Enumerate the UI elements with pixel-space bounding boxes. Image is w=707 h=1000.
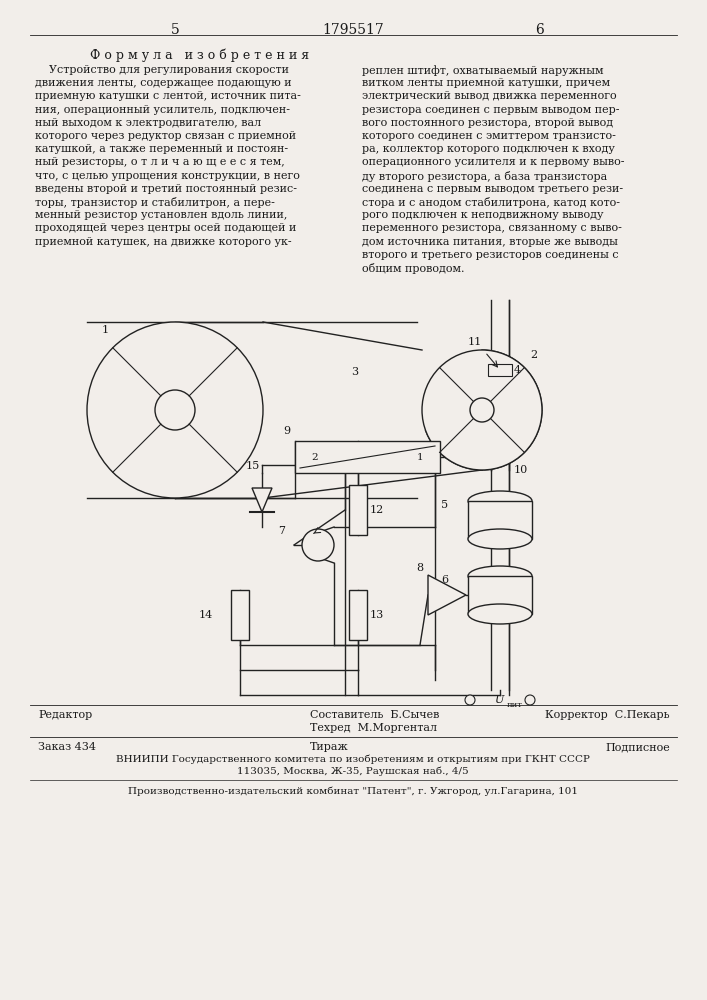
Text: Производственно-издательский комбинат "Патент", г. Ужгород, ул.Гагарина, 101: Производственно-издательский комбинат "П… (128, 786, 578, 796)
Text: приемной катушек, на движке которого ук-: приемной катушек, на движке которого ук- (35, 237, 291, 247)
Text: 14: 14 (199, 610, 213, 620)
Text: которого соединен с эмиттером транзисто-: которого соединен с эмиттером транзисто- (362, 131, 616, 141)
Text: 4: 4 (514, 365, 521, 375)
Text: 7: 7 (279, 526, 286, 536)
Polygon shape (428, 575, 466, 615)
Text: ный резисторы, о т л и ч а ю щ е е с я тем,: ный резисторы, о т л и ч а ю щ е е с я т… (35, 157, 285, 167)
Ellipse shape (468, 566, 532, 586)
Text: 1795517: 1795517 (322, 23, 384, 37)
Text: приемную катушки с лентой, источник пита-: приемную катушки с лентой, источник пита… (35, 91, 301, 101)
Text: 3: 3 (351, 367, 358, 377)
Ellipse shape (525, 695, 535, 705)
Text: рого подключен к неподвижному выводу: рого подключен к неподвижному выводу (362, 210, 604, 220)
Text: менный резистор установлен вдоль линии,: менный резистор установлен вдоль линии, (35, 210, 287, 220)
Text: ный выходом к электродвигателю, вал: ный выходом к электродвигателю, вал (35, 118, 261, 128)
Text: ду второго резистора, а база транзистора: ду второго резистора, а база транзистора (362, 171, 607, 182)
Text: 5: 5 (441, 500, 448, 510)
Ellipse shape (468, 529, 532, 549)
Text: 5: 5 (170, 23, 180, 37)
Text: реплен штифт, охватываемый наружным: реплен штифт, охватываемый наружным (362, 65, 604, 76)
Text: Техред  М.Моргентал: Техред М.Моргентал (310, 723, 437, 733)
Text: 113035, Москва, Ж-35, Раушская наб., 4/5: 113035, Москва, Ж-35, Раушская наб., 4/5 (237, 767, 469, 776)
Ellipse shape (422, 350, 542, 470)
Text: движения ленты, содержащее подающую и: движения ленты, содержащее подающую и (35, 78, 291, 88)
Text: 1: 1 (416, 452, 423, 462)
Text: ра, коллектор которого подключен к входу: ра, коллектор которого подключен к входу (362, 144, 615, 154)
Text: Ф о р м у л а   и з о б р е т е н и я: Ф о р м у л а и з о б р е т е н и я (90, 48, 309, 62)
Ellipse shape (87, 322, 263, 498)
Text: что, с целью упрощения конструкции, в него: что, с целью упрощения конструкции, в не… (35, 171, 300, 181)
Text: общим проводом.: общим проводом. (362, 263, 464, 274)
Text: которого через редуктор связан с приемной: которого через редуктор связан с приемно… (35, 131, 296, 141)
Text: Устройство для регулирования скорости: Устройство для регулирования скорости (35, 65, 289, 75)
Ellipse shape (470, 398, 494, 422)
Text: дом источника питания, вторые же выводы: дом источника питания, вторые же выводы (362, 237, 618, 247)
Text: 8: 8 (416, 563, 423, 573)
Text: Тираж: Тираж (310, 742, 349, 752)
Polygon shape (252, 488, 272, 512)
Text: Заказ 434: Заказ 434 (38, 742, 96, 752)
Text: 2: 2 (530, 350, 537, 360)
Bar (488, 364, 512, 376)
Text: 6: 6 (441, 575, 448, 585)
Text: 10: 10 (514, 465, 528, 475)
Text: вого постоянного резистора, второй вывод: вого постоянного резистора, второй вывод (362, 118, 613, 128)
Text: 15: 15 (246, 461, 260, 471)
Bar (231, 590, 249, 640)
Bar (349, 590, 367, 640)
Text: 1: 1 (101, 325, 109, 335)
Bar (468, 576, 532, 614)
Text: резистора соединен с первым выводом пер-: резистора соединен с первым выводом пер- (362, 105, 619, 115)
Ellipse shape (468, 491, 532, 511)
Text: Редактор: Редактор (38, 710, 92, 720)
Ellipse shape (155, 390, 195, 430)
Ellipse shape (468, 604, 532, 624)
Text: 11: 11 (468, 337, 482, 347)
Text: торы, транзистор и стабилитрон, а пере-: торы, транзистор и стабилитрон, а пере- (35, 197, 275, 208)
Text: 2: 2 (312, 452, 318, 462)
Text: переменного резистора, связанному с выво-: переменного резистора, связанному с выво… (362, 223, 622, 233)
Text: ВНИИПИ Государственного комитета по изобретениям и открытиям при ГКНТ СССР: ВНИИПИ Государственного комитета по изоб… (116, 755, 590, 764)
Text: стора и с анодом стабилитрона, катод кото-: стора и с анодом стабилитрона, катод кот… (362, 197, 620, 208)
Text: витком ленты приемной катушки, причем: витком ленты приемной катушки, причем (362, 78, 610, 88)
Bar (295, 441, 440, 473)
Text: Корректор  С.Пекарь: Корректор С.Пекарь (545, 710, 670, 720)
Text: 9: 9 (283, 426, 290, 436)
Bar (468, 501, 532, 539)
Text: Составитель  Б.Сычев: Составитель Б.Сычев (310, 710, 439, 720)
Ellipse shape (465, 695, 475, 705)
Text: проходящей через центры осей подающей и: проходящей через центры осей подающей и (35, 223, 296, 233)
Text: катушкой, а также переменный и постоян-: катушкой, а также переменный и постоян- (35, 144, 288, 154)
Text: Подписное: Подписное (605, 742, 670, 752)
Text: соединена с первым выводом третьего рези-: соединена с первым выводом третьего рези… (362, 184, 623, 194)
Text: второго и третьего резисторов соединены с: второго и третьего резисторов соединены … (362, 250, 619, 260)
Text: введены второй и третий постоянный резис-: введены второй и третий постоянный резис… (35, 184, 297, 194)
Ellipse shape (302, 529, 334, 561)
Bar (349, 485, 367, 535)
Text: 12: 12 (370, 505, 384, 515)
Text: 13: 13 (370, 610, 384, 620)
Text: операционного усилителя и к первому выво-: операционного усилителя и к первому выво… (362, 157, 624, 167)
Text: пит: пит (507, 701, 523, 709)
Text: U: U (496, 695, 505, 705)
Text: электрический вывод движка переменного: электрический вывод движка переменного (362, 91, 617, 101)
Text: ния, операционный усилитель, подключен-: ния, операционный усилитель, подключен- (35, 105, 290, 115)
Text: 6: 6 (536, 23, 544, 37)
